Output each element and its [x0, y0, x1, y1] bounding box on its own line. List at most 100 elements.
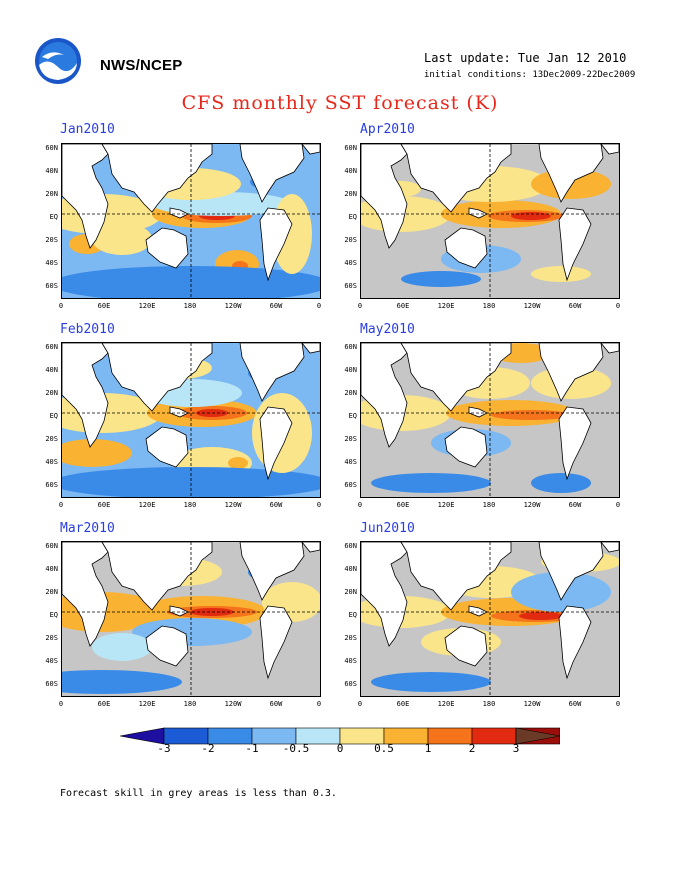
- latitude-tick-label: 40N: [45, 366, 58, 374]
- longitude-tick-label: 60E: [396, 700, 410, 708]
- sst-anomaly-region: [228, 457, 248, 469]
- latitude-tick-label: 60N: [344, 542, 357, 550]
- north-america-landmass: [538, 144, 604, 203]
- greenland-landmass: [600, 343, 619, 354]
- longitude-tick-label: 120E: [138, 302, 156, 310]
- longitude-tick-label: 120W: [224, 302, 242, 310]
- colorbar-tick-label: -1: [245, 742, 259, 755]
- colorbar-tick-label: 0.5: [374, 742, 394, 755]
- longitude-tick-label: 0: [316, 302, 322, 310]
- maritime-continent-landmass: [169, 406, 189, 418]
- north-america-landmass: [538, 343, 604, 402]
- longitude-tick-label: 180: [482, 700, 496, 708]
- colorbar-segment: [515, 727, 561, 745]
- sst-anomaly-region: [531, 473, 591, 493]
- latitude-tick-label: 20S: [344, 435, 357, 443]
- north-america-landmass: [239, 542, 305, 601]
- africa-landmass: [62, 542, 109, 647]
- longitude-tick-label: 120W: [523, 302, 541, 310]
- longitude-tick-label: 120E: [138, 501, 156, 509]
- sst-anomaly-region: [401, 271, 481, 287]
- latitude-tick-label: 20N: [344, 389, 357, 397]
- sst-anomaly-region: [371, 473, 491, 493]
- greenland-landmass: [301, 343, 320, 354]
- longitude-tick-label: 120W: [224, 700, 242, 708]
- latitude-tick-label: 40S: [45, 458, 58, 466]
- eurasia-landmass: [400, 343, 512, 412]
- page-title: CFS monthly SST forecast (K): [181, 92, 499, 114]
- longitude-tick-label: 0: [615, 302, 621, 310]
- australia-landmass: [145, 625, 189, 667]
- longitude-tick-label: 60W: [269, 302, 283, 310]
- colorbar-tick-label: -0.5: [282, 742, 310, 755]
- colorbar-tick-label: -3: [157, 742, 171, 755]
- latitude-tick-label: 60N: [45, 343, 58, 351]
- sst-map-panel: [360, 143, 620, 299]
- south-america-landmass: [558, 207, 592, 282]
- south-america-landmass: [558, 406, 592, 481]
- north-america-landmass: [538, 542, 604, 601]
- longitude-tick-label: 120E: [437, 302, 455, 310]
- colorbar-tick-label: -2: [201, 742, 215, 755]
- latitude-tick-label: 40S: [344, 458, 357, 466]
- longitude-tick-label: 60W: [568, 302, 582, 310]
- latitude-tick-label: EQ: [348, 611, 357, 619]
- sst-anomaly-region: [62, 467, 320, 497]
- sst-anomaly-region: [371, 672, 491, 692]
- latitude-tick-label: 20S: [344, 236, 357, 244]
- longitude-tick-label: 60W: [269, 700, 283, 708]
- latitude-tick-label: EQ: [348, 412, 357, 420]
- longitude-tick-label: 120W: [224, 501, 242, 509]
- eurasia-landmass: [101, 542, 213, 611]
- latitude-tick-label: 60N: [45, 542, 58, 550]
- longitude-tick-label: 0: [615, 501, 621, 509]
- colorbar-tick-label: 0: [336, 742, 344, 755]
- latitude-tick-label: EQ: [49, 213, 58, 221]
- maritime-continent-landmass: [169, 605, 189, 617]
- maritime-continent-landmass: [468, 207, 488, 219]
- sst-anomaly-region: [511, 212, 551, 220]
- longitude-tick-label: 180: [183, 302, 197, 310]
- longitude-tick-label: 60E: [97, 302, 111, 310]
- latitude-tick-label: 60S: [45, 680, 58, 688]
- longitude-tick-label: 60W: [568, 501, 582, 509]
- south-america-landmass: [558, 605, 592, 680]
- longitude-tick-label: 120E: [437, 700, 455, 708]
- last-update-text: Last update: Tue Jan 12 2010: [424, 51, 627, 65]
- panel-title: Apr2010: [360, 122, 415, 137]
- australia-landmass: [444, 625, 488, 667]
- eurasia-landmass: [101, 343, 213, 412]
- longitude-tick-label: 120W: [523, 700, 541, 708]
- latitude-tick-label: EQ: [49, 611, 58, 619]
- latitude-tick-label: 40N: [344, 366, 357, 374]
- sst-anomaly-region: [92, 633, 152, 661]
- latitude-tick-label: 60S: [45, 282, 58, 290]
- longitude-tick-label: 60E: [396, 501, 410, 509]
- latitude-tick-label: 20N: [45, 389, 58, 397]
- australia-landmass: [444, 426, 488, 468]
- africa-landmass: [361, 542, 408, 647]
- longitude-tick-label: 0: [316, 501, 322, 509]
- africa-landmass: [361, 343, 408, 448]
- south-america-landmass: [259, 207, 293, 282]
- panel-title: Jun2010: [360, 521, 415, 536]
- eurasia-landmass: [400, 144, 512, 213]
- sst-anomaly-region: [62, 670, 182, 694]
- latitude-tick-label: EQ: [49, 412, 58, 420]
- agency-label: NWS/NCEP: [100, 57, 183, 74]
- africa-landmass: [62, 144, 109, 249]
- latitude-tick-label: 60S: [344, 481, 357, 489]
- latitude-tick-label: 20N: [45, 588, 58, 596]
- south-america-landmass: [259, 605, 293, 680]
- latitude-tick-label: 40N: [45, 167, 58, 175]
- latitude-tick-label: 20S: [45, 236, 58, 244]
- latitude-tick-label: 60S: [344, 282, 357, 290]
- longitude-tick-label: 0: [357, 700, 363, 708]
- color-scale-bar: [119, 727, 561, 745]
- latitude-tick-label: 60N: [45, 144, 58, 152]
- sst-anomaly-region: [92, 223, 152, 255]
- longitude-tick-label: 60E: [97, 700, 111, 708]
- longitude-tick-label: 120E: [138, 700, 156, 708]
- longitude-tick-label: 0: [316, 700, 322, 708]
- eurasia-landmass: [400, 542, 512, 611]
